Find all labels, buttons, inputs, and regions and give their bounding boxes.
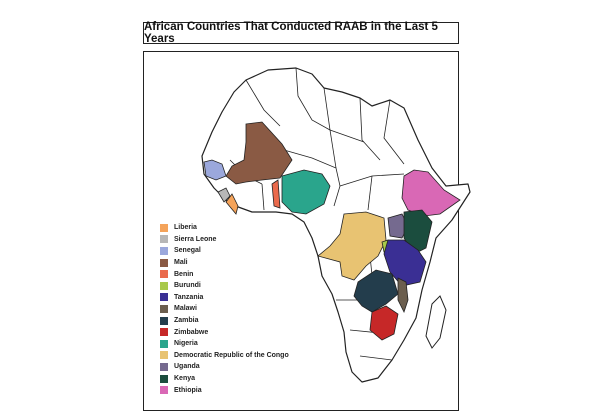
country-kenya [403,209,433,255]
legend-label: Democratic Republic of the Congo [174,351,289,359]
legend-swatch [160,223,168,232]
legend-swatch [160,270,168,279]
legend-item-burundi: Burundi [160,280,289,292]
legend-item-zambia: Zambia [160,315,289,327]
country-zambia [353,269,399,313]
legend-swatch [160,281,168,290]
country-tanzania [383,239,427,287]
legend-item-nigeria: Nigeria [160,338,289,350]
legend-swatch [160,246,168,255]
country-senegal [203,159,227,181]
legend-item-mali: Mali [160,257,289,269]
legend-swatch [160,235,168,244]
legend-item-senegal: Senegal [160,245,289,257]
legend-label: Ethiopia [174,386,202,394]
legend-item-liberia: Liberia [160,222,289,234]
legend-label: Sierra Leone [174,235,217,243]
country-malawi [397,277,409,314]
legend-label: Zambia [174,317,199,325]
country-mali [225,121,293,185]
legend-label: Nigeria [174,340,198,348]
country-nigeria [281,169,331,215]
legend-label: Senegal [174,247,201,255]
legend-item-benin: Benin [160,268,289,280]
legend-item-tanzania: Tanzania [160,292,289,304]
legend-label: Benin [174,270,194,278]
map-title: African Countries That Conducted RAAB in… [143,21,459,45]
legend-label: Tanzania [174,293,204,301]
country-zimbabwe [369,305,399,341]
country-benin [271,179,281,209]
legend-label: Mali [174,259,188,267]
highlighted-countries [203,121,461,341]
legend-item-kenya: Kenya [160,373,289,385]
legend-swatch [160,339,168,348]
legend-label: Kenya [174,375,196,383]
legend-item-uganda: Uganda [160,361,289,373]
africa-map [201,67,471,383]
legend-item-sierra-leone: Sierra Leone [160,234,289,246]
legend-swatch [160,362,168,371]
legend-swatch [160,386,168,395]
legend-item-zimbabwe: Zimbabwe [160,326,289,338]
country-ethiopia [401,169,461,217]
legend-label: Uganda [174,363,200,371]
legend-swatch [160,258,168,267]
legend-item-malawi: Malawi [160,303,289,315]
legend-swatch [160,374,168,383]
legend-label: Zimbabwe [174,328,209,336]
legend-swatch [160,316,168,325]
legend-item-drc: Democratic Republic of the Congo [160,350,289,362]
legend-swatch [160,328,168,337]
legend-swatch [160,351,168,360]
legend-label: Burundi [174,282,201,290]
legend-item-ethiopia: Ethiopia [160,384,289,396]
country-liberia [225,193,239,215]
legend-label: Liberia [174,224,197,232]
legend-swatch [160,304,168,313]
legend-label: Malawi [174,305,197,313]
map-legend: Liberia Sierra Leone Senegal Mali Benin … [160,222,289,396]
country-drc [317,211,387,281]
legend-swatch [160,293,168,302]
madagascar-outline [425,295,447,349]
